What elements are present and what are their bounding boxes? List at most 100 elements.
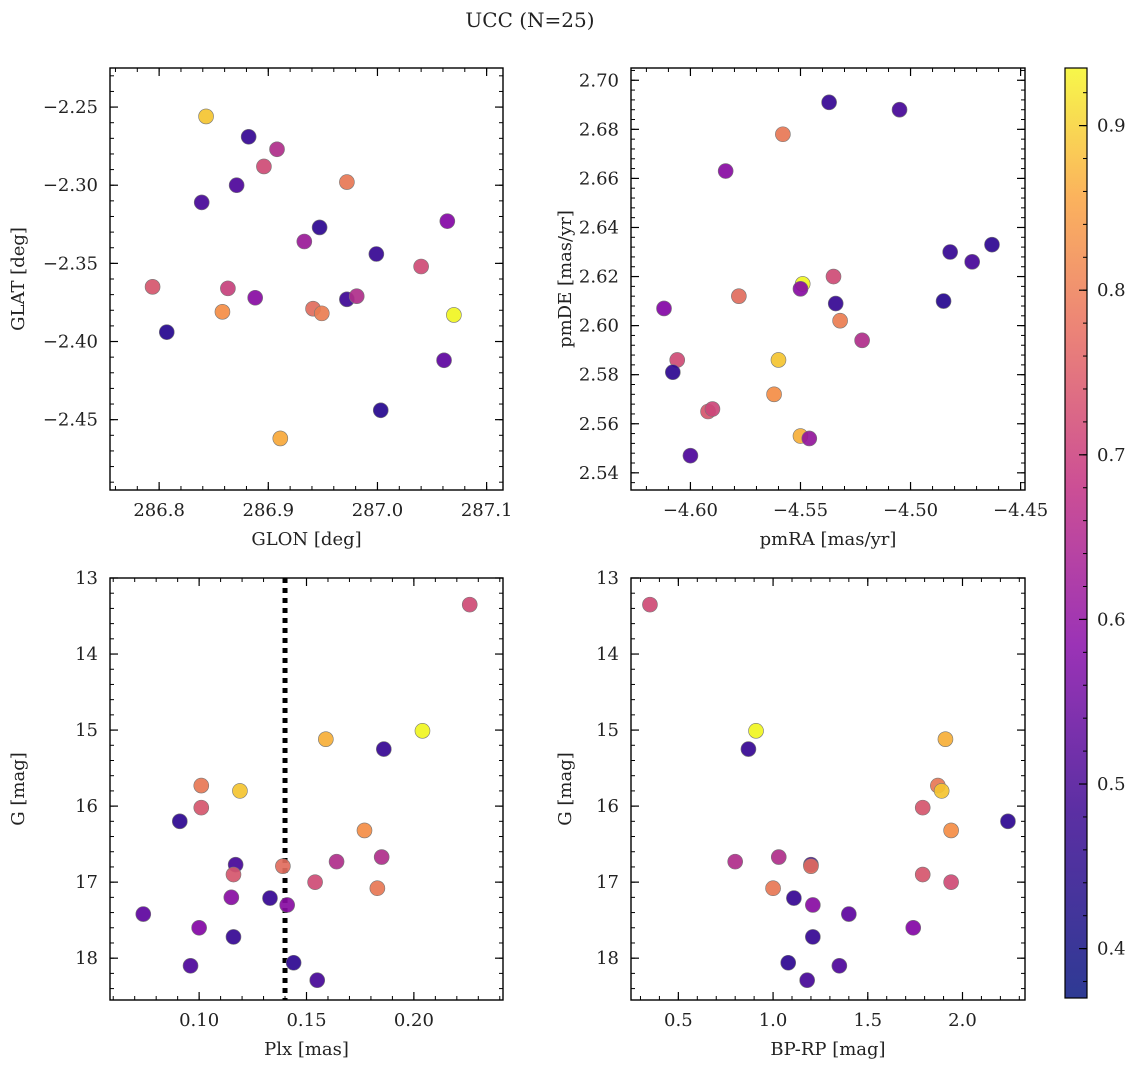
scatter-point xyxy=(214,304,231,320)
y-tick-label: 2.70 xyxy=(579,70,619,91)
scatter-point xyxy=(891,101,908,118)
y-axis-label: GLAT [deg] xyxy=(8,227,29,331)
x-tick-label: 1.0 xyxy=(759,1010,788,1031)
scatter-point xyxy=(158,324,175,340)
scatter-point xyxy=(193,777,210,794)
scatter-point xyxy=(765,880,781,897)
y-axis-label: G [mag] xyxy=(8,752,29,825)
scatter-point xyxy=(296,233,313,250)
x-tick-label: 286.9 xyxy=(243,500,295,521)
scatter-point xyxy=(307,874,323,890)
scatter-point xyxy=(935,293,952,309)
scatter-point xyxy=(339,174,355,190)
y-tick-label: 16 xyxy=(75,796,98,817)
scatter-point xyxy=(727,853,743,870)
colorbar-tick-label: 0.6 xyxy=(1097,609,1126,630)
scatter-point xyxy=(665,364,681,381)
scatter-point xyxy=(642,596,658,613)
scatter-point xyxy=(775,126,791,143)
scatter-point xyxy=(821,94,837,111)
y-axis-label: pmDE [mas/yr] xyxy=(555,210,576,348)
x-axis-label: BP-RP [mag] xyxy=(770,1039,885,1060)
scatter-point xyxy=(943,822,959,839)
y-tick-label: −2.40 xyxy=(43,332,98,353)
scatter-point xyxy=(984,236,1000,253)
scatter-point xyxy=(831,957,848,974)
y-tick-label: −2.35 xyxy=(43,253,98,274)
scatter-point xyxy=(225,929,242,945)
scatter-point xyxy=(372,402,389,419)
x-tick-label: −4.60 xyxy=(663,500,718,521)
x-tick-label: 287.0 xyxy=(352,500,404,521)
scatter-point xyxy=(182,957,199,974)
scatter-point xyxy=(717,163,734,179)
scatter-point xyxy=(232,783,248,799)
x-tick-label: 0.10 xyxy=(179,1010,219,1031)
axes-frame xyxy=(630,577,1026,1001)
scatter-point xyxy=(748,723,764,739)
scatter-point xyxy=(786,890,802,906)
x-axis-label: Plx [mas] xyxy=(264,1039,349,1060)
y-tick-label: 2.56 xyxy=(579,414,619,435)
colorbar-gradient xyxy=(1064,67,1088,999)
y-tick-label: 17 xyxy=(75,872,98,893)
scatter-point xyxy=(682,447,699,464)
scatter-point xyxy=(854,332,870,349)
scatter-point xyxy=(841,906,857,922)
scatter-point xyxy=(914,799,931,816)
axes-frame xyxy=(109,577,504,1001)
y-tick-label: 2.66 xyxy=(579,168,619,189)
y-tick-label: 2.54 xyxy=(579,463,619,484)
y-tick-label: 14 xyxy=(596,644,619,665)
y-tick-label: 2.62 xyxy=(579,267,619,288)
scatter-point xyxy=(942,244,958,260)
axes-frame xyxy=(109,67,504,491)
y-tick-label: 18 xyxy=(75,948,98,969)
scatter-point xyxy=(318,731,334,747)
scatter-point xyxy=(193,194,210,211)
scatter-point xyxy=(933,783,950,799)
scatter-point xyxy=(240,128,257,145)
scatter-point xyxy=(461,596,478,613)
x-tick-label: 0.5 xyxy=(664,1010,693,1031)
colorbar-tick-label: 0.5 xyxy=(1097,774,1126,795)
scatter-point xyxy=(311,219,328,236)
scatter-point xyxy=(198,108,214,125)
scatter-point xyxy=(439,213,456,229)
scatter-point xyxy=(256,158,272,175)
scatter-point xyxy=(1000,813,1016,830)
colorbar-tick-label: 0.9 xyxy=(1097,116,1126,137)
scatter-point xyxy=(446,307,462,323)
axes-frame xyxy=(630,67,1026,491)
x-tick-label: 2.0 xyxy=(948,1010,977,1031)
scatter-point xyxy=(832,312,848,329)
scatter-point xyxy=(413,258,429,275)
y-tick-label: 18 xyxy=(596,948,619,969)
scatter-point xyxy=(937,731,954,747)
scatter-point xyxy=(135,906,152,922)
x-tick-label: −4.45 xyxy=(993,500,1048,521)
scatter-point xyxy=(805,897,821,913)
x-tick-label: 0.15 xyxy=(286,1010,326,1031)
y-tick-label: 16 xyxy=(596,796,619,817)
y-tick-label: −2.25 xyxy=(43,97,98,118)
scatter-point xyxy=(436,352,452,369)
x-tick-label: 287.1 xyxy=(461,500,513,521)
scatter-point xyxy=(191,919,207,936)
x-axis-label: GLON [deg] xyxy=(251,529,361,550)
scatter-point xyxy=(704,401,721,417)
scatter-point xyxy=(905,919,922,936)
y-tick-label: 13 xyxy=(596,568,619,589)
scatter-point xyxy=(279,897,295,913)
y-tick-label: −2.30 xyxy=(43,175,98,196)
scatter-point xyxy=(792,281,809,297)
panel-3: 0.10 0.15 0.20 13 14 15 16 17 18 Plx [mas] G [mag] xyxy=(8,568,504,1060)
x-tick-label: 0.20 xyxy=(394,1010,434,1031)
y-axis-label: G [mag] xyxy=(555,752,576,825)
y-tick-label: 14 xyxy=(75,644,98,665)
scatter-point xyxy=(313,305,330,322)
scatter-point xyxy=(656,300,672,317)
colorbar-tick-label: 0.8 xyxy=(1097,280,1126,301)
scatter-point xyxy=(262,890,278,906)
